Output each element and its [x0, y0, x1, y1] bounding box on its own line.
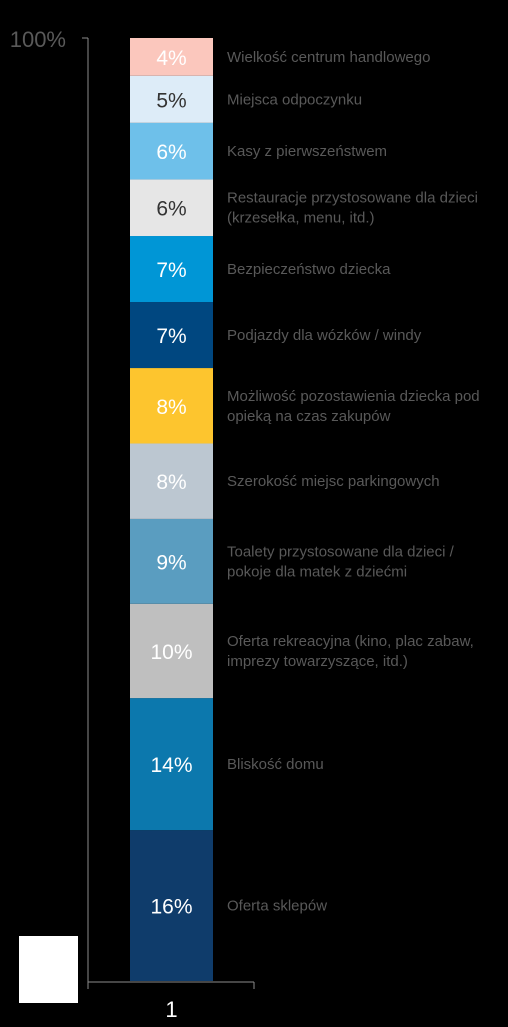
- bar-segment: [130, 443, 213, 519]
- series-labels: Oferta sklepów Bliskość domu Oferta rekrea…: [227, 49, 480, 915]
- series-name-label: Podjazdy dla wózków / windy: [227, 327, 422, 344]
- series-name-label: Oferta rekreacyjna (kino, plac zabaw, imp…: [227, 633, 474, 670]
- series-name-label: Restauracje przystosowane dla dzieci (krz…: [227, 190, 478, 227]
- segment-value-label: 4%: [156, 47, 186, 70]
- bar-segment: [130, 179, 213, 237]
- segment-labels: 16% 14% 10% 9% 8% 8% 7% 7% 6% 6% 5% 4%: [150, 47, 192, 919]
- segment-value-label: 7%: [156, 325, 186, 348]
- segment-value-label: 8%: [156, 396, 186, 419]
- series-name-label: Wielkość centrum handlowego: [227, 49, 430, 66]
- series-name-label: Oferta sklepów: [227, 898, 327, 915]
- x-category-label: 1: [165, 997, 177, 1022]
- bar-segment: [130, 698, 213, 831]
- series-name-label: Możliwość pozostawienia dziecka pod opiek…: [227, 388, 480, 425]
- bar-stack: [130, 38, 213, 981]
- series-name-label: Miejsca odpoczynku: [227, 91, 362, 108]
- bar-segment: [130, 302, 213, 369]
- bar-segment: [130, 122, 213, 180]
- bar-segment: [130, 75, 213, 123]
- bar-segment: [130, 38, 213, 76]
- series-name-label: Szerokość miejsc parkingowych: [227, 473, 440, 490]
- series-name-label: Bliskość domu: [227, 756, 324, 773]
- white-box: [19, 936, 78, 1003]
- bar-segment: [130, 368, 213, 444]
- segment-value-label: 5%: [156, 89, 186, 112]
- bar-segment: [130, 603, 213, 699]
- segment-value-label: 14%: [150, 754, 192, 777]
- segment-value-label: 10%: [150, 641, 192, 664]
- segment-value-label: 7%: [156, 259, 186, 282]
- series-name-label: Bezpieczeństwo dziecka: [227, 261, 391, 278]
- bar-segment: [130, 518, 213, 604]
- segment-value-label: 16%: [150, 896, 192, 919]
- bar-segment: [130, 830, 213, 981]
- series-name-label: Toalety przystosowane dla dzieci / pokoje…: [227, 543, 455, 580]
- segment-value-label: 8%: [156, 471, 186, 494]
- segment-value-label: 6%: [156, 198, 186, 221]
- bar-segment: [130, 236, 213, 303]
- y-tick-label-100: 100%: [10, 27, 66, 52]
- segment-value-label: 6%: [156, 141, 186, 164]
- series-name-label: Kasy z pierwszeństwem: [227, 143, 387, 160]
- segment-value-label: 9%: [156, 551, 186, 574]
